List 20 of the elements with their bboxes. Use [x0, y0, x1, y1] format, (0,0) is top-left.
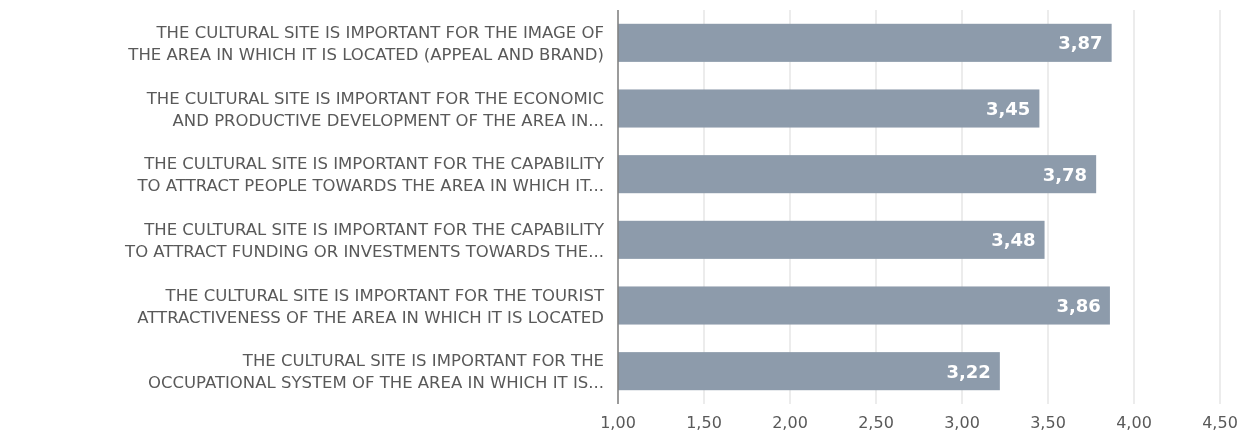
data-label: 3,48 — [991, 229, 1036, 251]
data-label: 3,86 — [1056, 294, 1101, 316]
x-tick-label: 4,50 — [1202, 413, 1238, 432]
y-tick-label: THE CULTURAL SITE IS IMPORTANT FOR THE CAPABILITY TO ATTRACT FUNDING OR INVESTMENTS TOWARDS THE... — [124, 219, 605, 261]
y-tick-label: THE CULTURAL SITE IS IMPORTANT FOR THE IMAGE OF THE AREA IN WHICH IT IS LOCATED (APPEAL AND BRAND) — [127, 22, 604, 64]
data-label: 3,45 — [985, 97, 1031, 119]
x-tick-label: 1,00 — [600, 413, 636, 432]
x-tick-label: 3,50 — [1030, 413, 1066, 432]
y-tick-label: THE CULTURAL SITE IS IMPORTANT FOR THE ECONOMIC AND PRODUCTIVE DEVELOPMENT OF THE AREA IN... — [145, 88, 604, 130]
x-tick-label: 2,00 — [772, 413, 808, 432]
x-tick-label: 2,50 — [858, 413, 894, 432]
x-tick-label: 1,50 — [686, 413, 722, 432]
x-tick-label: 3,00 — [944, 413, 980, 432]
y-tick-label: THE CULTURAL SITE IS IMPORTANT FOR THE CAPABILITY TO ATTRACT PEOPLE TOWARDS THE AREA IN WHICH IT... — [136, 154, 605, 196]
x-tick-label: 4,00 — [1116, 413, 1152, 432]
y-tick-label: THE CULTURAL SITE IS IMPORTANT FOR THE OCCUPATIONAL SYSTEM OF THE AREA IN WHICH IT IS... — [147, 351, 604, 393]
data-label: 3,87 — [1058, 32, 1103, 54]
y-tick-label: THE CULTURAL SITE IS IMPORTANT FOR THE TOURIST ATTRACTIVENESS OF THE AREA IN WHICH IT IS LOCATED — [137, 285, 605, 327]
data-label: 3,22 — [946, 360, 991, 382]
data-label: 3,78 — [1042, 163, 1088, 185]
